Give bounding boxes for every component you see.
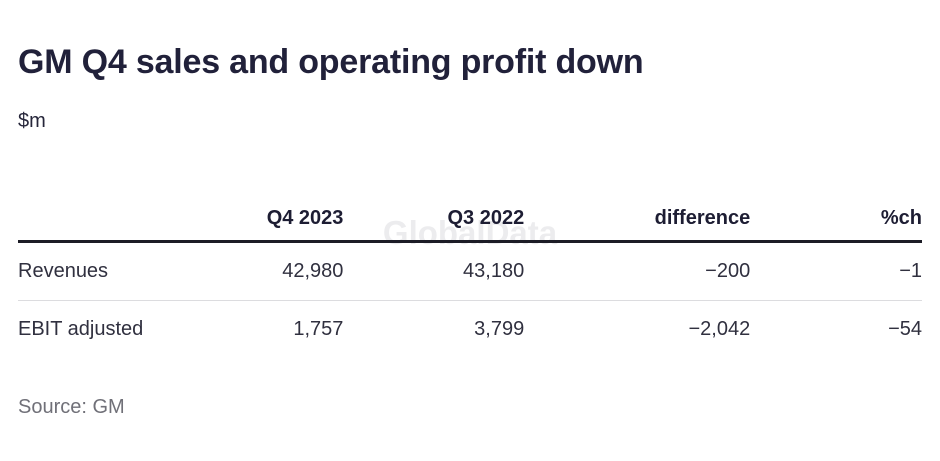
column-header-pct-change: %ch — [750, 195, 922, 243]
cell-ebit-pct-change: −54 — [750, 300, 922, 358]
row-label-revenues: Revenues — [18, 260, 109, 282]
unit-label: $m — [18, 110, 46, 132]
page-title: GM Q4 sales and operating profit down — [18, 43, 644, 81]
source-attribution: Source: GM — [18, 396, 125, 418]
cell-ebit-q3-2022: 3,799 — [343, 300, 525, 358]
cell-ebit-q4-2023: 1,757 — [189, 300, 344, 358]
column-header-blank — [18, 195, 190, 243]
infographic-card: GM Q4 sales and operating profit down $m… — [0, 42, 940, 461]
cell-revenues-difference: −200 — [705, 260, 751, 282]
column-header-q3-2022: Q3 2022 — [343, 195, 525, 243]
cell-revenues-q3-2022: 43,180 — [463, 260, 525, 282]
table-row-revenues: Revenues 42,980 43,180 −200 −1 — [18, 242, 922, 301]
cell-ebit-difference: −2,042 — [524, 300, 751, 358]
column-header-q4-2023: Q4 2023 — [189, 195, 344, 243]
table-row-ebit-adjusted: EBIT adjusted 1,757 3,799 −2,042 −54 — [18, 300, 922, 358]
row-label-ebit-adjusted: EBIT adjusted — [18, 300, 190, 358]
data-table: Q4 2023 Q3 2022 difference %ch Revenues … — [18, 195, 922, 358]
column-header-difference: difference — [524, 195, 751, 243]
cell-revenues-q4-2023: 42,980 — [282, 260, 344, 282]
table-header-row: Q4 2023 Q3 2022 difference %ch — [18, 195, 922, 243]
cell-revenues-pct-change: −1 — [899, 260, 922, 282]
table-container: GlobalData Q4 2023 Q3 2022 difference %c… — [18, 195, 922, 358]
